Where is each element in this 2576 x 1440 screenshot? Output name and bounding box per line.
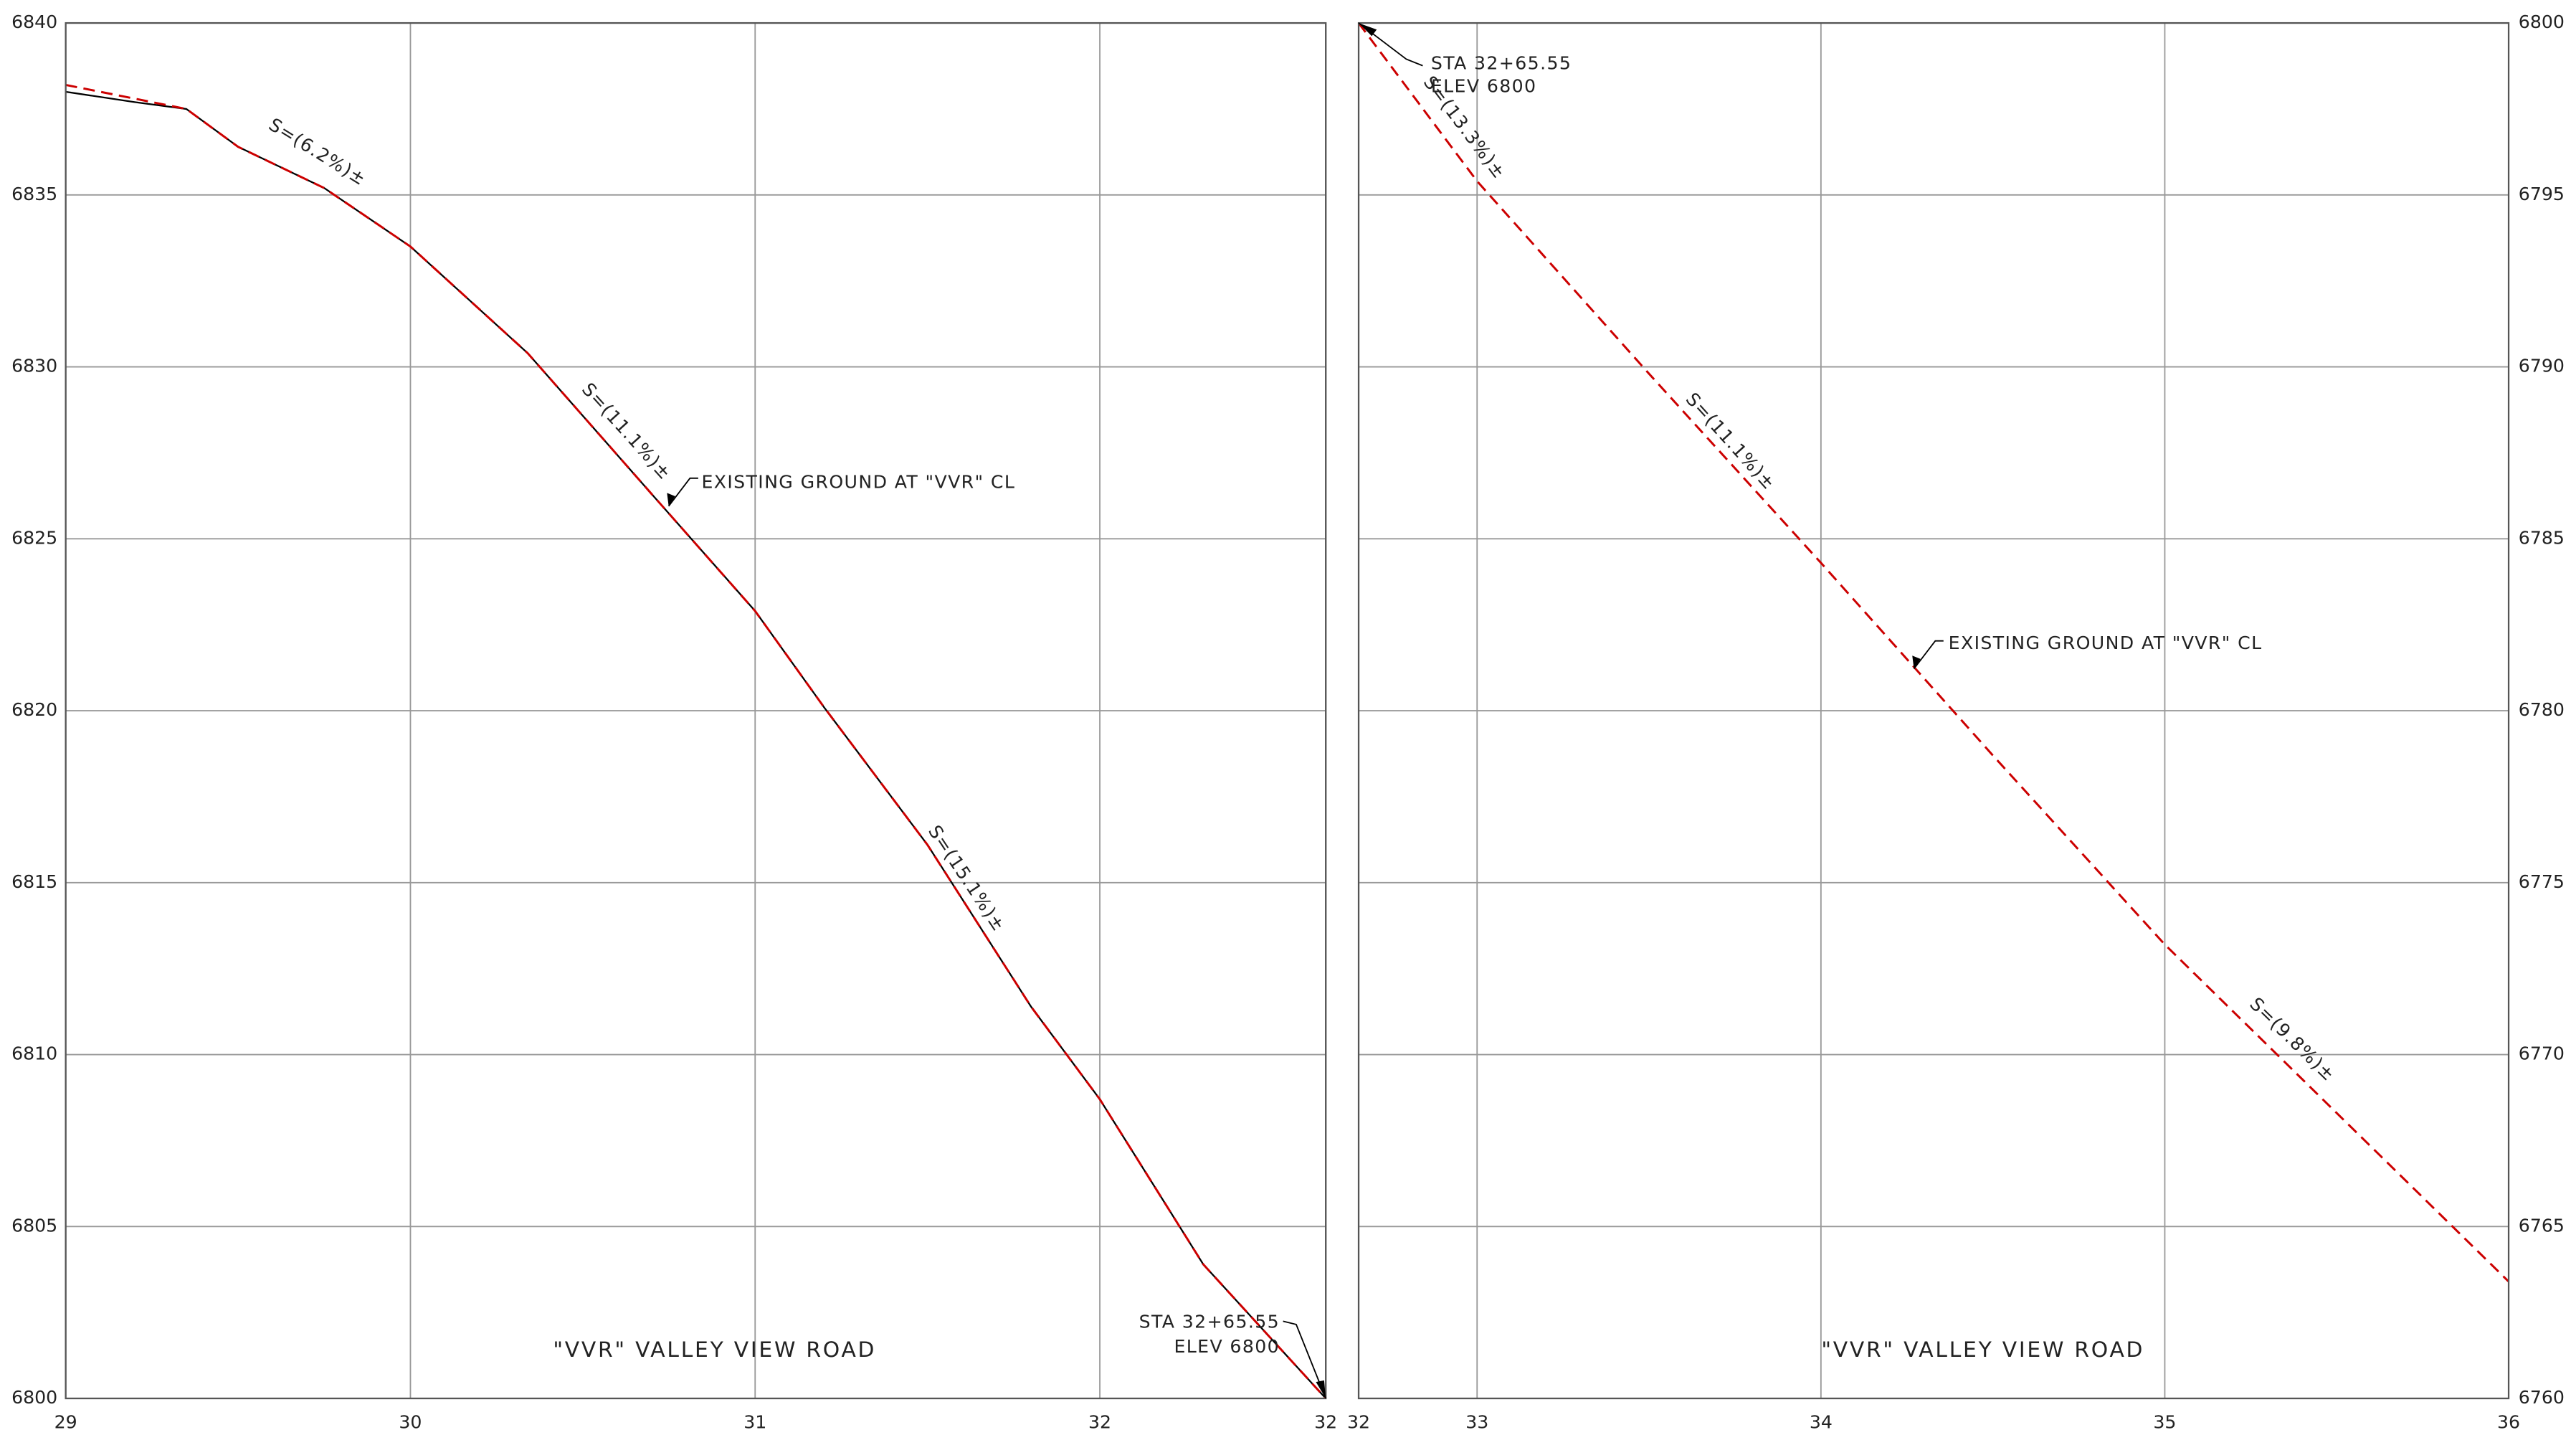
y-tick-label: 6815: [11, 871, 57, 892]
x-tick-label: 33: [1465, 1411, 1488, 1432]
caption: "VVR" VALLEY VIEW ROAD: [1821, 1337, 2144, 1363]
y-tick-label: 6785: [2519, 527, 2565, 548]
callout: EXISTING GROUND AT "VVR" CL: [701, 472, 1015, 493]
arrowhead: [667, 493, 675, 506]
y-tick-label: 6795: [2519, 184, 2565, 204]
arrowhead: [1912, 655, 1921, 669]
y-tick-label: 6775: [2519, 871, 2565, 892]
plot-frame: [65, 22, 1327, 1400]
y-tick-label: 6800: [2519, 11, 2565, 32]
callout: ELEV 6800: [1431, 75, 1537, 96]
x-tick-label: 35: [2153, 1411, 2176, 1432]
callout: STA 32+65.55: [1139, 1312, 1280, 1332]
x-tick-label: 32: [1088, 1411, 1111, 1432]
arrowhead: [1316, 1380, 1326, 1399]
callout: STA 32+65.55: [1431, 52, 1572, 73]
callout: EXISTING GROUND AT "VVR" CL: [1949, 633, 2263, 653]
y-tick-label: 6840: [11, 11, 57, 32]
y-tick-label: 6790: [2519, 356, 2565, 376]
x-tick-label: 29: [54, 1411, 77, 1432]
y-tick-label: 6760: [2519, 1387, 2565, 1408]
y-tick-label: 6805: [11, 1215, 57, 1236]
y-tick-label: 6765: [2519, 1215, 2565, 1236]
leader: [1358, 22, 1423, 67]
x-tick-label: 32: [1314, 1411, 1337, 1432]
y-tick-label: 6820: [11, 699, 57, 720]
leader: [1913, 640, 1944, 670]
callout: ELEV 6800: [1174, 1336, 1280, 1357]
x-tick-label: 32: [1347, 1411, 1370, 1432]
y-tick-label: 6770: [2519, 1043, 2565, 1064]
profile-line: [65, 83, 1327, 1400]
plot-frame: [1357, 22, 2510, 1400]
line-layer: [65, 22, 2510, 1400]
y-tick-label: 6810: [11, 1043, 57, 1064]
y-tick-label: 6800: [11, 1387, 57, 1408]
x-tick-label: 34: [1810, 1411, 1833, 1432]
caption: "VVR" VALLEY VIEW ROAD: [553, 1337, 876, 1363]
y-tick-label: 6830: [11, 356, 57, 376]
x-tick-label: 30: [399, 1411, 422, 1432]
y-tick-label: 6825: [11, 527, 57, 548]
profile-line: [1357, 22, 2510, 1283]
y-tick-label: 6780: [2519, 699, 2565, 720]
leader: [667, 477, 698, 507]
x-tick-label: 31: [743, 1411, 766, 1432]
arrowhead: [1359, 23, 1377, 37]
x-tick-label: 36: [2497, 1411, 2520, 1432]
y-tick-label: 6835: [11, 184, 57, 204]
leader: [1283, 1320, 1327, 1399]
